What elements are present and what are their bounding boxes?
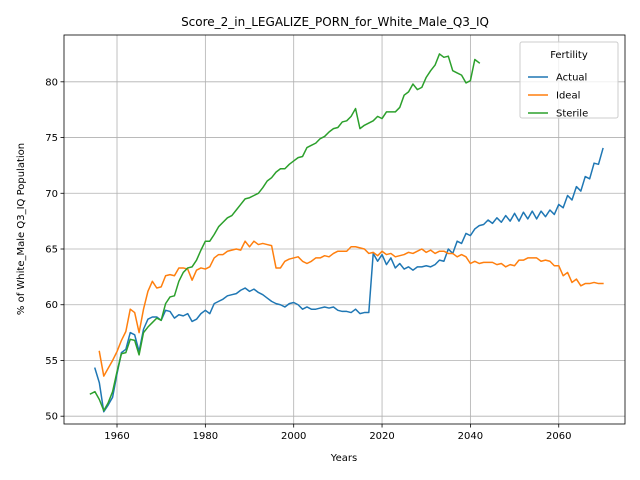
y-tick-label: 55	[45, 356, 58, 367]
x-tick-label: 2020	[369, 431, 394, 442]
series-layer	[89, 53, 604, 413]
y-tick-label: 65	[45, 245, 58, 256]
y-tick-label: 80	[45, 77, 58, 88]
legend-label-actual: Actual	[556, 73, 587, 84]
x-axis-label: Years	[330, 453, 357, 464]
y-tick-label: 60	[45, 300, 58, 311]
x-tick-label: 2040	[458, 431, 483, 442]
y-tick-label: 70	[45, 189, 58, 200]
y-tick-label: 50	[45, 412, 58, 423]
series-line-actual	[93, 147, 604, 413]
series-line-sterile	[89, 53, 481, 412]
x-axis: 1960 1980 2000 2020 2040 2060	[104, 424, 571, 442]
legend-label-sterile: Sterile	[556, 109, 588, 120]
legend-box	[519, 41, 619, 119]
legend-title: Fertility	[550, 50, 588, 61]
legend: Fertility Actual Ideal Sterile	[519, 41, 619, 120]
x-tick-label: 1960	[104, 431, 129, 442]
x-tick-label: 2000	[281, 431, 306, 442]
x-tick-label: 2060	[546, 431, 571, 442]
y-tick-label: 75	[45, 133, 58, 144]
y-axis: 50 55 60 65 70 75 80	[45, 77, 64, 423]
chart-title: Score_2_in_LEGALIZE_PORN_for_White_Male_…	[181, 15, 489, 29]
y-axis-label: % of White_Male Q3_IQ Population	[16, 143, 27, 315]
x-tick-label: 1980	[193, 431, 218, 442]
plot-frame	[63, 34, 626, 425]
series-line-ideal	[98, 240, 604, 377]
legend-label-ideal: Ideal	[556, 91, 580, 102]
